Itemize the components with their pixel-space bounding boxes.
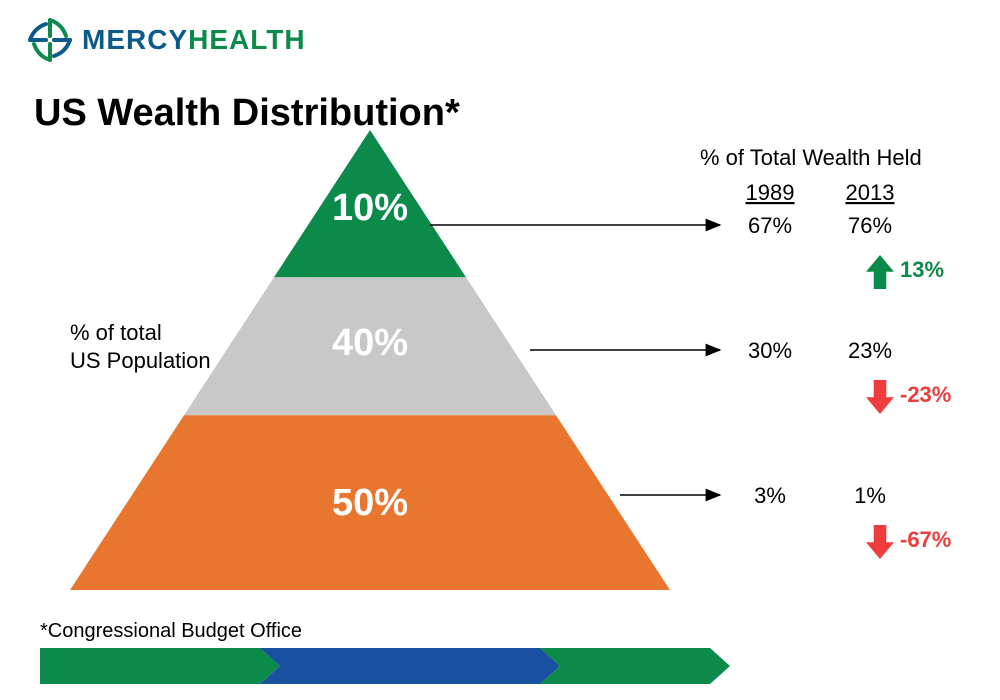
value-y1-row2: 3% [754,483,786,508]
pyramid-label-0: 10% [332,187,408,229]
band-segment-1 [260,648,560,684]
table-header: % of Total Wealth Held [700,145,922,170]
value-y2-row0: 76% [848,213,892,238]
trend-down-icon [866,380,894,414]
value-y2-row1: 23% [848,338,892,363]
value-y1-row0: 67% [748,213,792,238]
brand-name: MERCYHEALTH [82,24,306,56]
logo-mark-icon [28,18,72,62]
year-1: 1989 [746,180,795,205]
value-y2-row2: 1% [854,483,886,508]
value-y1-row1: 30% [748,338,792,363]
brand-name-a: MERCY [82,24,188,55]
trend-down-icon [866,525,894,559]
year-2: 2013 [846,180,895,205]
brand-name-b: HEALTH [188,24,305,55]
side-label-line-0: % of total [70,320,162,345]
decorative-band [40,648,740,690]
delta-row0: 13% [900,257,944,282]
delta-row1: -23% [900,382,951,407]
band-segment-2 [540,648,730,684]
pyramid-label-1: 40% [332,322,408,364]
band-segment-0 [40,648,280,684]
side-label-line-1: US Population [70,348,211,373]
pyramid-label-2: 50% [332,482,408,524]
brand-logo: MERCYHEALTH [28,18,306,62]
delta-row2: -67% [900,527,951,552]
trend-up-icon [866,255,894,289]
footnote: *Congressional Budget Office [40,620,302,643]
infographic-stage: 10% 40% 50% % of total US Population % of T… [0,110,1000,630]
